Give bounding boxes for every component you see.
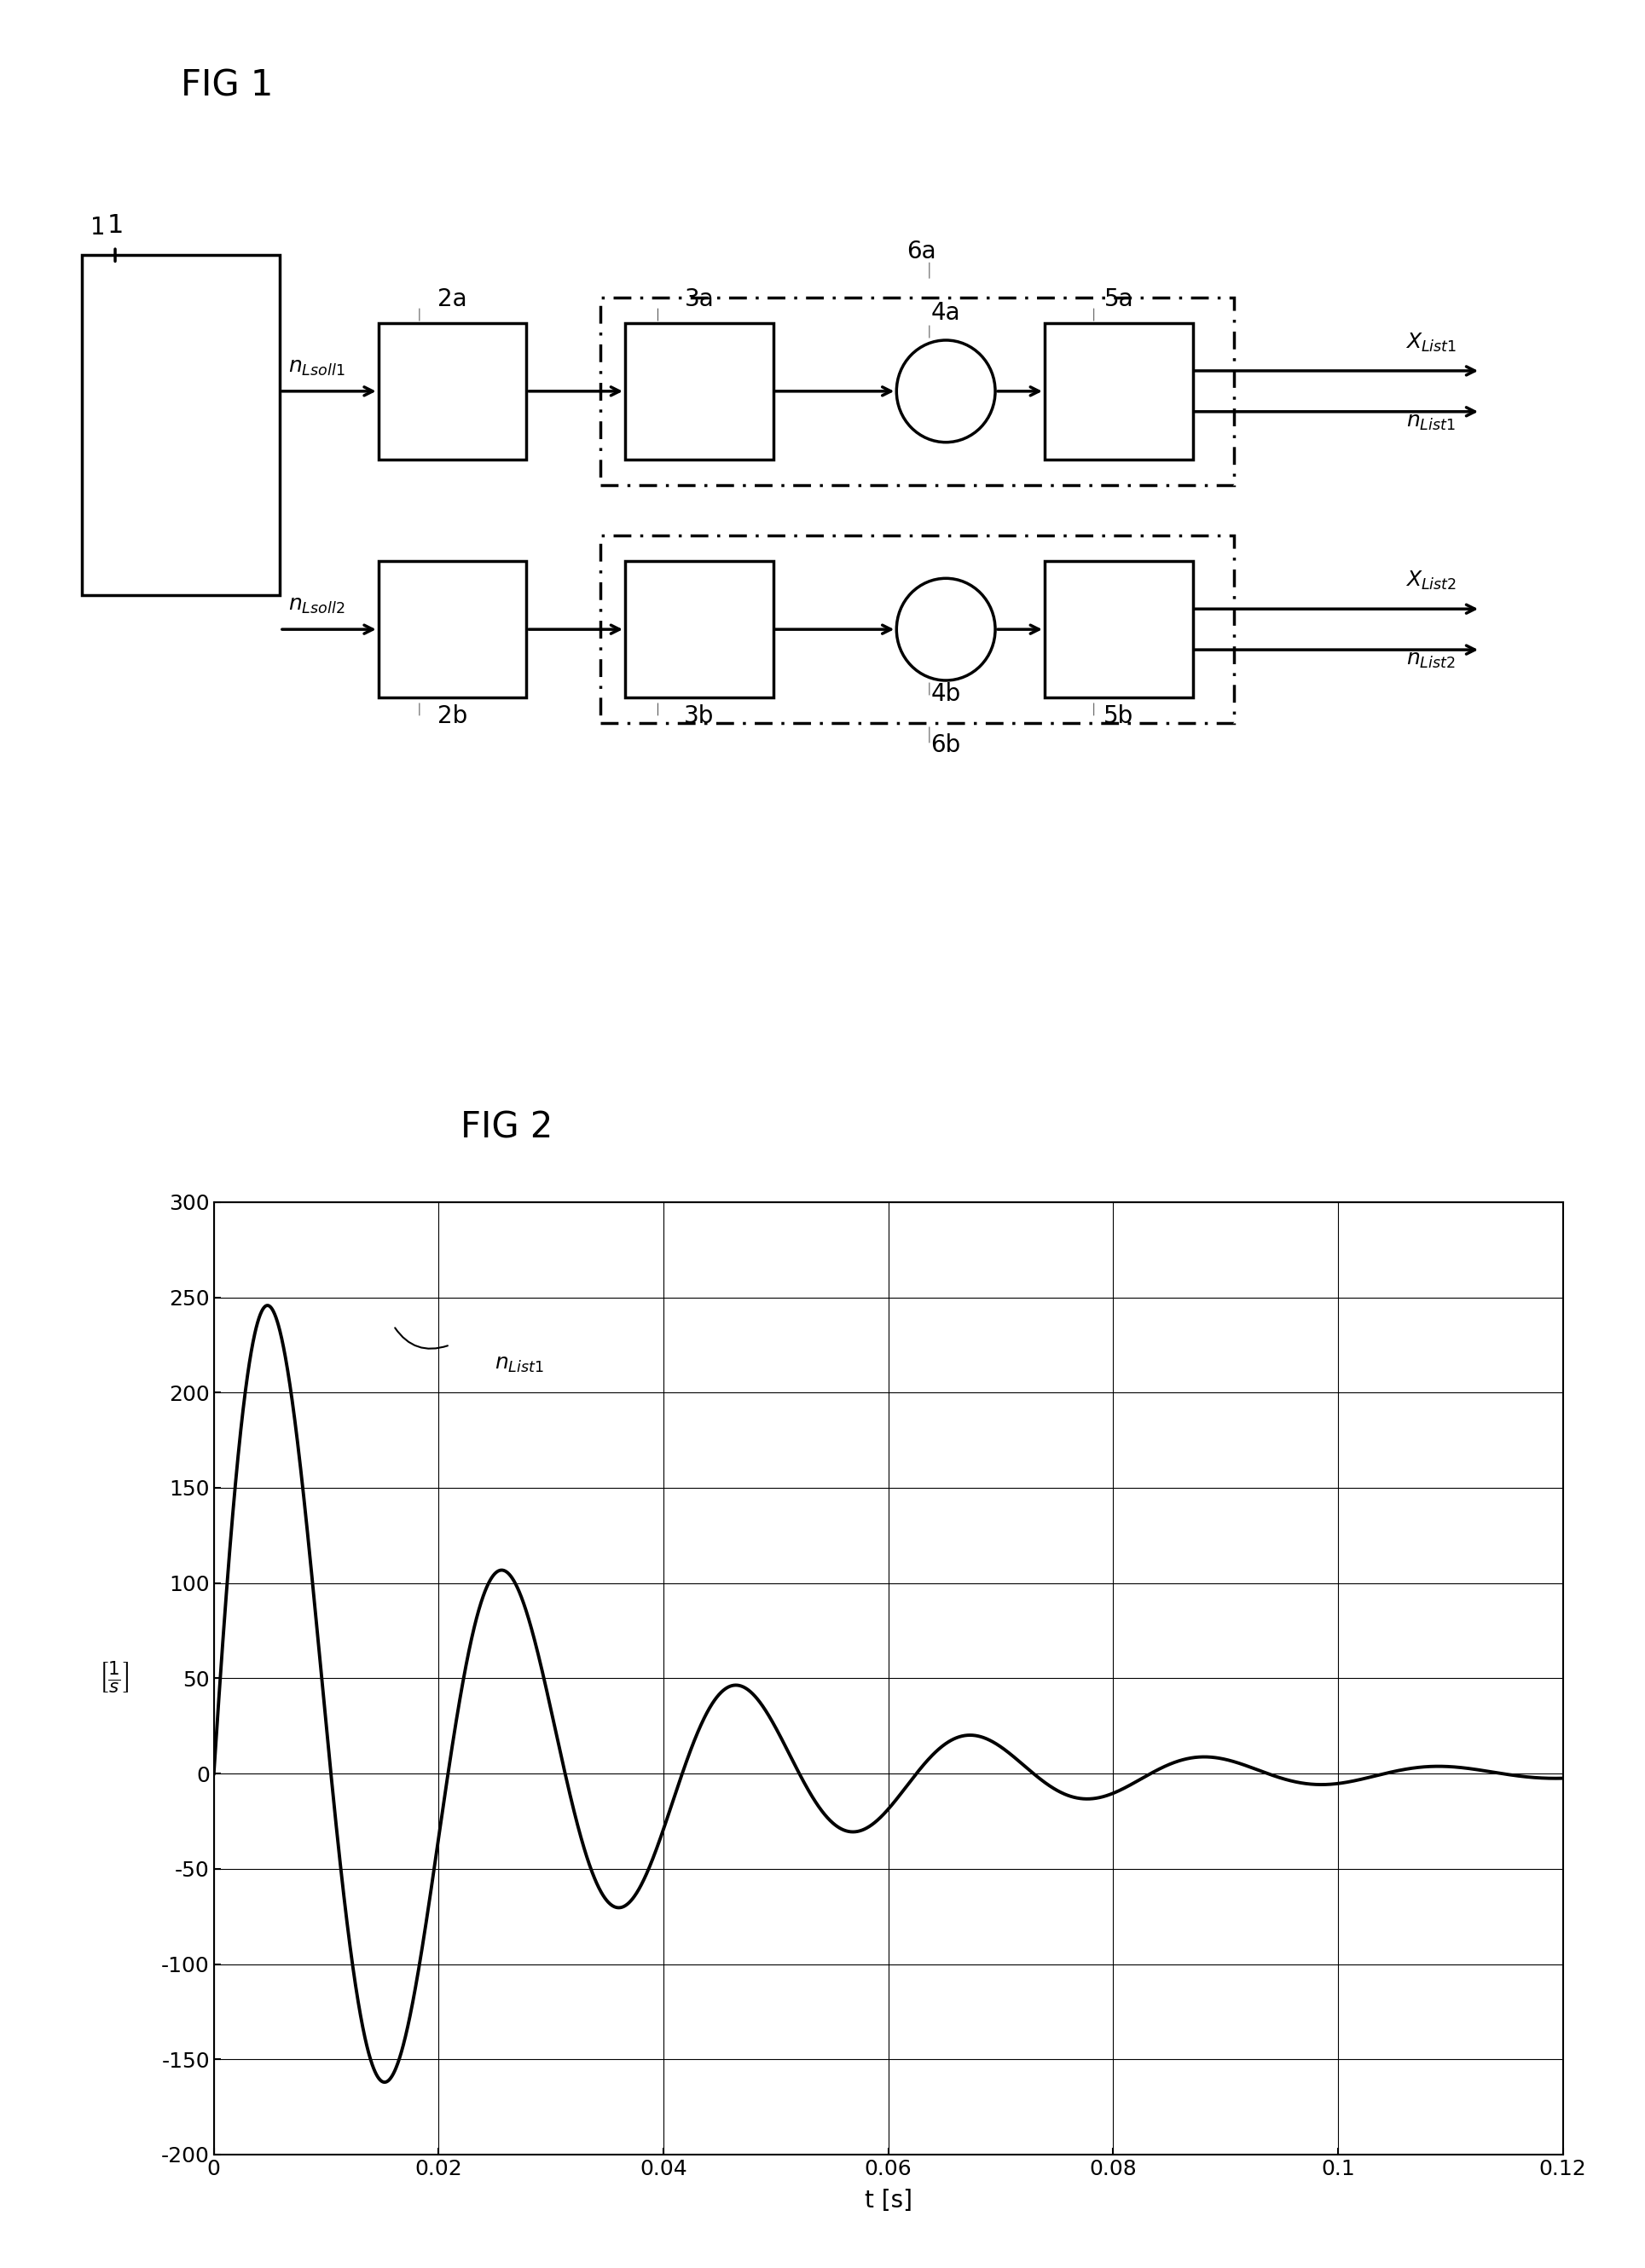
Text: 6a: 6a — [906, 240, 936, 263]
Text: $n_{Lsoll2}$: $n_{Lsoll2}$ — [288, 594, 344, 615]
Bar — [625, 560, 773, 696]
Text: 1: 1 — [107, 213, 123, 238]
Y-axis label: $\left[\frac{1}{s}\right]$: $\left[\frac{1}{s}\right]$ — [99, 1660, 130, 1696]
Text: 1: 1 — [90, 215, 105, 240]
Text: 2a: 2a — [438, 288, 467, 311]
X-axis label: t [s]: t [s] — [864, 2189, 913, 2214]
Text: FIG 2: FIG 2 — [461, 1109, 553, 1145]
Text: $n_{List1}$: $n_{List1}$ — [1406, 411, 1456, 433]
Bar — [1045, 322, 1193, 458]
Text: 4a: 4a — [931, 302, 961, 324]
Bar — [82, 254, 280, 594]
Text: 5a: 5a — [1104, 288, 1133, 311]
Text: 3a: 3a — [684, 288, 714, 311]
Bar — [378, 322, 526, 458]
Text: 4b: 4b — [931, 683, 961, 705]
Text: $n_{List2}$: $n_{List2}$ — [1406, 649, 1456, 671]
Text: 2b: 2b — [438, 703, 467, 728]
Text: 3b: 3b — [684, 703, 714, 728]
Text: 6b: 6b — [931, 733, 961, 758]
Text: $n_{Lsoll1}$: $n_{Lsoll1}$ — [288, 356, 345, 376]
Text: $X_{List1}$: $X_{List1}$ — [1405, 331, 1457, 354]
Circle shape — [897, 340, 995, 442]
Text: $n_{List1}$: $n_{List1}$ — [495, 1354, 544, 1374]
Bar — [378, 560, 526, 696]
Circle shape — [897, 578, 995, 680]
Text: $X_{List2}$: $X_{List2}$ — [1405, 569, 1457, 592]
Text: FIG 1: FIG 1 — [181, 68, 273, 104]
Bar — [625, 322, 773, 458]
Text: 5b: 5b — [1104, 703, 1133, 728]
Bar — [1045, 560, 1193, 696]
